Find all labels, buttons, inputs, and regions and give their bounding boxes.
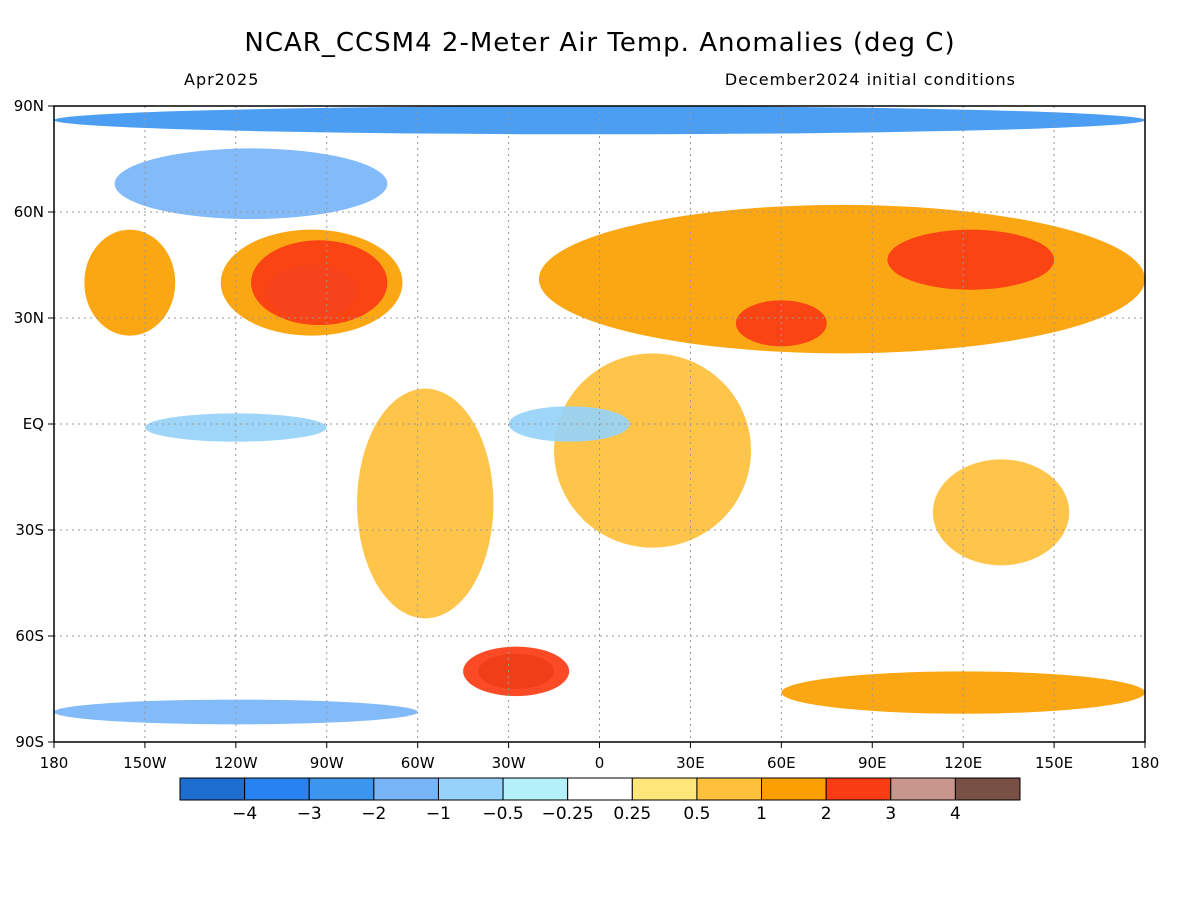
colorbar-swatch-11 [890,777,956,801]
anomaly-region-0 [84,229,176,336]
gridlines [54,106,1145,742]
colorbar-label: −0.5 [482,804,523,824]
colorbar-swatch-8 [696,777,763,801]
colorbar-swatch-5 [502,777,569,801]
colorbar-swatch-2 [308,777,375,801]
colorbar-label: 1 [756,804,767,824]
colorbar-label: 3 [885,804,896,824]
lon-tick-label: 90W [310,754,344,772]
anomaly-region-11 [932,459,1070,566]
colorbar-swatch-4 [437,777,504,801]
lon-tick-label: 60W [401,754,435,772]
initial-conditions-label: December2024 initial conditions [724,70,1016,89]
valid-month-label: Apr2025 [184,70,260,89]
colorbar-swatch-7 [631,777,698,801]
colorbar: −4 −3 −2 −1 −0.5 −0.25 0.25 0.5 1 2 3 4 [179,777,1021,824]
colorbar-label: −2 [361,804,386,824]
colorbar-swatch-1 [244,777,310,801]
anomaly-regions [54,106,1145,725]
colorbar-swatch-9 [761,777,827,801]
lon-tick-label: 150E [1035,754,1073,772]
anomaly-region-15 [508,406,630,442]
colorbar-label: −3 [297,804,322,824]
lon-tick-label: 0 [595,754,605,772]
colorbar-label: 2 [821,804,832,824]
lat-tick-label: EQ [23,415,44,433]
lat-tick-label: 90N [14,97,44,115]
anomaly-region-13 [463,646,570,697]
colorbar-label: 4 [950,804,961,824]
anomaly-region-16 [54,699,418,725]
lon-tick-label: 180 [40,754,69,772]
lon-tick-label: 150W [123,754,167,772]
lat-tick-label: 90S [15,733,44,751]
colorbar-label: −4 [232,804,257,824]
colorbar-swatch-6 [567,777,633,801]
colorbar-swatch-12 [954,777,1021,801]
anomaly-region-10 [554,353,752,548]
colorbar-swatch-0 [179,777,246,801]
colorbar-label: −0.25 [542,804,594,824]
chart-title: NCAR_CCSM4 2-Meter Air Temp. Anomalies (… [244,28,956,58]
colorbar-swatch-10 [825,777,892,801]
anomaly-region-4 [114,148,388,220]
anomaly-region-17 [781,671,1145,714]
lon-tick-label: 120E [944,754,982,772]
lat-tick-label: 30S [15,521,44,539]
latitude-axis: 90N 60N 30N EQ 30S 60S 90S [14,97,54,751]
lon-tick-label: 120W [214,754,258,772]
anomaly-region-8 [887,229,1055,290]
anomaly-region-9 [357,388,494,619]
lon-tick-label: 60E [767,754,796,772]
anomaly-region-3 [250,240,388,326]
colorbar-label: −1 [426,804,451,824]
lat-tick-label: 60S [15,627,44,645]
lon-tick-label: 30W [492,754,526,772]
lon-tick-label: 90E [858,754,887,772]
lat-tick-label: 30N [14,309,44,327]
lon-tick-label: 180 [1131,754,1160,772]
colorbar-swatch-3 [373,777,439,801]
lat-tick-label: 60N [14,203,44,221]
longitude-axis: 180 150W 120W 90W 60W 30W 0 30E 60E 90E 120E 150E 18… [40,742,1160,772]
lon-tick-label: 30E [676,754,705,772]
anomaly-region-14 [144,413,327,442]
colorbar-label: 0.25 [613,804,651,824]
colorbar-label: 0.5 [683,804,710,824]
